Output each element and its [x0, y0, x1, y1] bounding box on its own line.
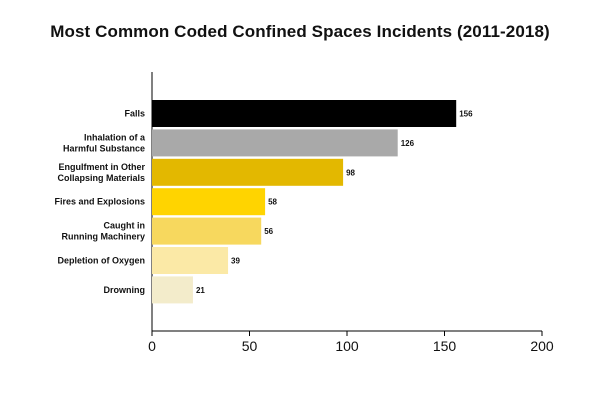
category-label: Depletion of Oxygen — [57, 256, 145, 266]
value-labels: 156 126 98 58 56 39 21 — [196, 110, 473, 295]
value-label: 56 — [264, 227, 273, 236]
bar — [152, 276, 193, 304]
category-label: Caught in — [104, 221, 146, 231]
value-label: 156 — [459, 110, 473, 119]
category-label: Harmful Substance — [63, 143, 145, 153]
x-tick-label: 100 — [335, 338, 359, 354]
value-label: 58 — [268, 198, 277, 207]
x-tick-label: 150 — [433, 338, 457, 354]
bar — [152, 247, 229, 274]
value-label: 98 — [346, 168, 355, 177]
bar — [152, 217, 262, 245]
bar — [152, 100, 457, 127]
category-label: Drowning — [104, 285, 146, 295]
value-label: 126 — [401, 139, 415, 148]
value-label: 39 — [231, 257, 240, 266]
x-tick-label: 0 — [148, 338, 156, 354]
category-label: Collapsing Materials — [57, 173, 145, 183]
category-label: Inhalation of a — [84, 132, 146, 142]
bar — [152, 158, 344, 186]
x-tick-label: 50 — [242, 338, 258, 354]
x-tick-labels: 0 50 100 150 200 — [148, 338, 554, 354]
chart-title: Most Common Coded Confined Spaces Incide… — [50, 22, 550, 41]
bar — [152, 129, 398, 157]
category-label: Falls — [124, 109, 145, 119]
category-label: Fires and Explosions — [54, 197, 145, 207]
bars-group — [152, 100, 457, 304]
x-tick-label: 200 — [530, 338, 554, 354]
category-label: Running Machinery — [61, 232, 145, 242]
category-label: Engulfment in Other — [59, 162, 146, 172]
value-label: 21 — [196, 286, 205, 295]
bar — [152, 188, 266, 216]
